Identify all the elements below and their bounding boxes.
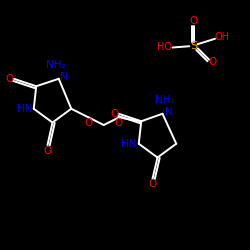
Text: N: N (60, 72, 68, 82)
Text: OH: OH (214, 32, 230, 42)
Text: O: O (148, 179, 156, 189)
Text: N: N (165, 107, 172, 117)
Text: O: O (44, 146, 52, 156)
Text: O: O (208, 58, 216, 68)
Text: O: O (190, 16, 198, 26)
Text: HN: HN (16, 104, 32, 114)
Text: HN: HN (122, 139, 137, 149)
Text: O: O (110, 109, 118, 119)
Text: O: O (114, 118, 123, 128)
Text: HO: HO (157, 42, 172, 52)
Text: NH₂: NH₂ (46, 60, 66, 70)
Text: O: O (5, 74, 14, 84)
Text: NH₂: NH₂ (155, 95, 175, 105)
Text: O: O (84, 118, 93, 128)
Text: S: S (190, 41, 197, 51)
